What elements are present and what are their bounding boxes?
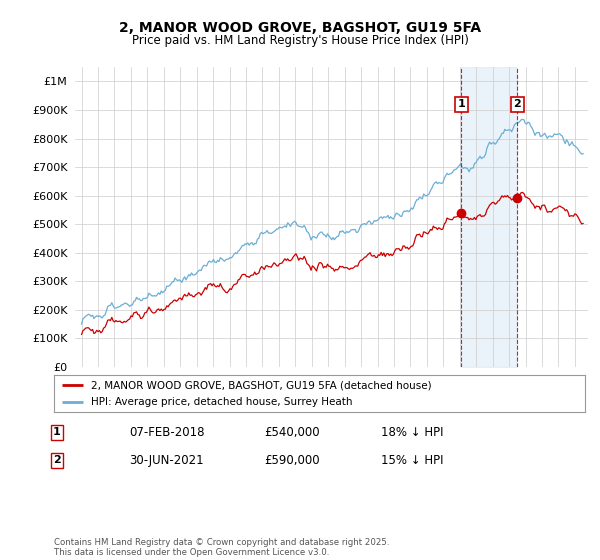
Text: 18% ↓ HPI: 18% ↓ HPI [381,426,443,439]
Text: Contains HM Land Registry data © Crown copyright and database right 2025.
This d: Contains HM Land Registry data © Crown c… [54,538,389,557]
Text: 2, MANOR WOOD GROVE, BAGSHOT, GU19 5FA: 2, MANOR WOOD GROVE, BAGSHOT, GU19 5FA [119,21,481,35]
Text: 1: 1 [53,427,61,437]
Text: 07-FEB-2018: 07-FEB-2018 [129,426,205,439]
Text: 1: 1 [457,99,465,109]
Text: 2: 2 [53,455,61,465]
Text: 2: 2 [514,99,521,109]
Text: 30-JUN-2021: 30-JUN-2021 [129,454,203,467]
Text: HPI: Average price, detached house, Surrey Heath: HPI: Average price, detached house, Surr… [91,397,353,407]
Text: £590,000: £590,000 [264,454,320,467]
Text: 15% ↓ HPI: 15% ↓ HPI [381,454,443,467]
Text: 2, MANOR WOOD GROVE, BAGSHOT, GU19 5FA (detached house): 2, MANOR WOOD GROVE, BAGSHOT, GU19 5FA (… [91,380,432,390]
Text: £540,000: £540,000 [264,426,320,439]
Text: Price paid vs. HM Land Registry's House Price Index (HPI): Price paid vs. HM Land Registry's House … [131,34,469,46]
